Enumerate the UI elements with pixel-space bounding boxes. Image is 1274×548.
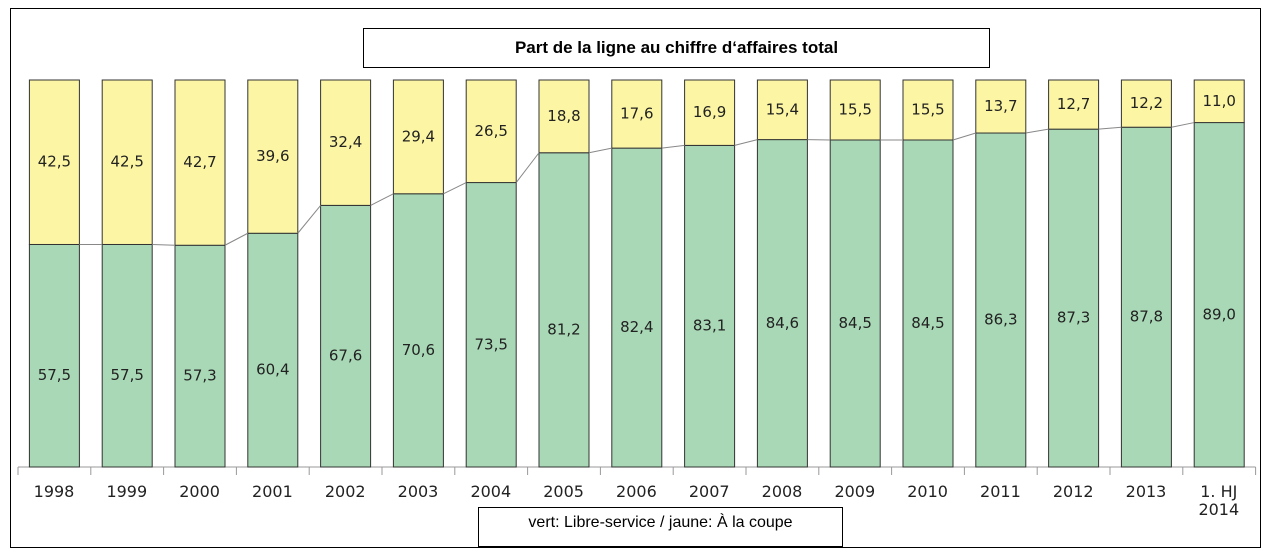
data-label: 15,4: [766, 100, 799, 118]
data-label: 57,3: [183, 367, 216, 385]
x-tick-label: 1. HJ 2014: [1183, 483, 1255, 519]
x-tick-label: 2004: [455, 483, 527, 501]
bar-segment: [248, 233, 298, 467]
bar-segment: [1194, 123, 1244, 467]
x-tick-label: 2010: [892, 483, 964, 501]
x-tick-label: 2005: [528, 483, 600, 501]
data-label: 89,0: [1202, 305, 1235, 323]
connector: [662, 145, 685, 148]
bar-segment: [29, 244, 79, 467]
connector: [443, 183, 466, 194]
data-label: 81,2: [547, 320, 580, 338]
data-label: 84,5: [911, 314, 944, 332]
x-tick-label: 2006: [600, 483, 672, 501]
x-tick-label: 2011: [964, 483, 1036, 501]
connector: [225, 233, 248, 245]
bar-segment: [612, 148, 662, 467]
connector: [516, 153, 539, 183]
data-label: 15,5: [838, 100, 871, 118]
data-label: 29,4: [402, 127, 435, 145]
connector: [589, 148, 612, 153]
data-label: 11,0: [1202, 92, 1235, 110]
bar-segment: [685, 145, 735, 467]
data-label: 84,6: [766, 314, 799, 332]
connector: [953, 133, 976, 140]
connector: [1099, 127, 1122, 129]
connector: [152, 244, 175, 245]
x-tick-label: 2000: [164, 483, 236, 501]
x-tick-label: 2003: [382, 483, 454, 501]
bar-segment: [175, 245, 225, 467]
bar-segment: [393, 194, 443, 467]
data-label: 83,1: [693, 317, 726, 335]
data-label: 32,4: [329, 133, 362, 151]
x-tick-label: 2007: [673, 483, 745, 501]
x-tick-label: 2001: [236, 483, 308, 501]
data-label: 67,6: [329, 347, 362, 365]
connector: [1026, 129, 1049, 133]
connector: [1171, 123, 1194, 128]
bar-segment: [321, 205, 371, 467]
data-label: 18,8: [547, 107, 580, 125]
connector: [371, 194, 394, 206]
legend: vert: Libre-service / jaune: À la coupe: [478, 507, 843, 547]
data-label: 42,5: [38, 153, 71, 171]
bar-segment: [903, 140, 953, 467]
data-label: 87,8: [1130, 308, 1163, 326]
x-tick-label: 2002: [309, 483, 381, 501]
data-label: 70,6: [402, 341, 435, 359]
x-tick-label: 2013: [1110, 483, 1182, 501]
data-label: 86,3: [984, 311, 1017, 329]
x-tick-label: 1999: [91, 483, 163, 501]
bar-segment: [1121, 127, 1171, 467]
connector: [735, 140, 758, 146]
data-label: 42,7: [183, 153, 216, 171]
data-label: 73,5: [474, 335, 507, 353]
data-label: 82,4: [620, 318, 653, 336]
x-tick-label: 1998: [18, 483, 90, 501]
data-label: 60,4: [256, 361, 289, 379]
data-label: 12,7: [1057, 95, 1090, 113]
bar-segment: [830, 140, 880, 467]
x-tick-label: 2009: [819, 483, 891, 501]
data-label: 17,6: [620, 105, 653, 123]
data-label: 26,5: [474, 122, 507, 140]
x-tick-label: 2008: [746, 483, 818, 501]
connector: [298, 205, 321, 233]
bar-segment: [539, 153, 589, 467]
data-label: 39,6: [256, 147, 289, 165]
bar-segment: [102, 244, 152, 467]
data-label: 12,2: [1130, 94, 1163, 112]
data-label: 57,5: [110, 366, 143, 384]
bar-segment: [1049, 129, 1099, 467]
chart-title: Part de la ligne au chiffre d‘affaires t…: [363, 28, 990, 68]
data-label: 57,5: [38, 366, 71, 384]
data-label: 87,3: [1057, 309, 1090, 327]
bar-segment: [466, 183, 516, 467]
data-label: 84,5: [838, 314, 871, 332]
bar-segment: [757, 140, 807, 467]
data-label: 15,5: [911, 100, 944, 118]
bar-segment: [976, 133, 1026, 467]
data-label: 42,5: [110, 153, 143, 171]
data-label: 13,7: [984, 97, 1017, 115]
x-tick-label: 2012: [1037, 483, 1109, 501]
data-label: 16,9: [693, 103, 726, 121]
